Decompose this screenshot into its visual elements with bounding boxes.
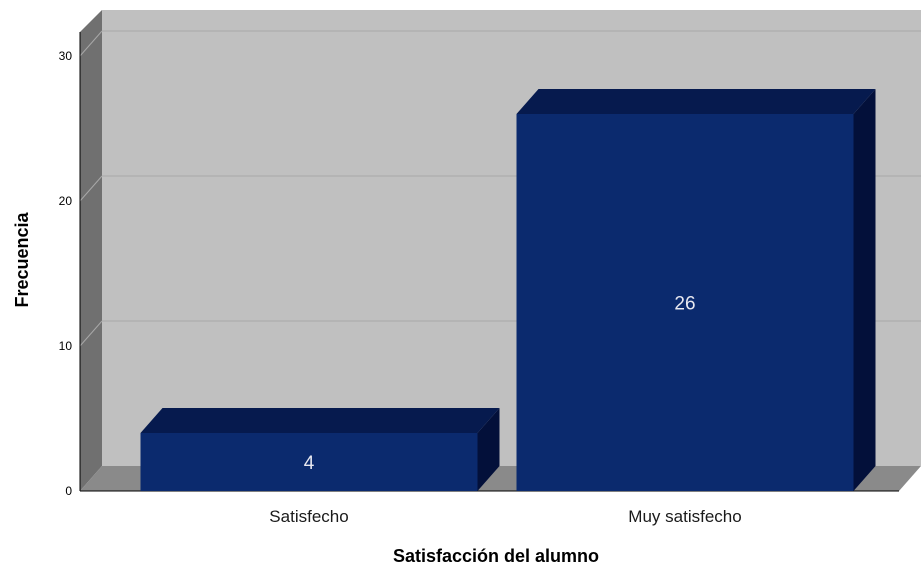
- gridline-side: [79, 30, 103, 57]
- bar-side: [477, 408, 500, 491]
- bar-top: [140, 408, 500, 433]
- bar-top: [516, 89, 876, 114]
- y-tick-label: 30: [59, 49, 73, 63]
- y-tick-label: 20: [59, 194, 73, 208]
- x-axis-title: Satisfacción del alumno: [393, 546, 599, 566]
- x-category-label: Satisfecho: [269, 507, 348, 526]
- y-tick-labels: 0 10 20 30: [59, 49, 73, 498]
- bar: [516, 114, 854, 491]
- gridline-side: [79, 320, 103, 347]
- data-label: 4: [304, 453, 315, 474]
- y-axis-title: Frecuencia: [12, 211, 32, 307]
- bars: 4 26: [140, 89, 876, 491]
- plot-left-wall: [80, 10, 102, 491]
- x-category-label: Muy satisfecho: [628, 507, 741, 526]
- x-category-labels: Satisfecho Muy satisfecho: [269, 507, 741, 526]
- bar-side: [853, 89, 876, 491]
- y-tick-label: 10: [59, 339, 73, 353]
- bar-muy-satisfecho: 26: [516, 89, 876, 491]
- bar-satisfecho: 4: [140, 408, 500, 491]
- gridline-side: [79, 175, 103, 202]
- bar: [140, 433, 478, 491]
- data-label: 26: [674, 294, 695, 315]
- y-tick-label: 0: [65, 484, 72, 498]
